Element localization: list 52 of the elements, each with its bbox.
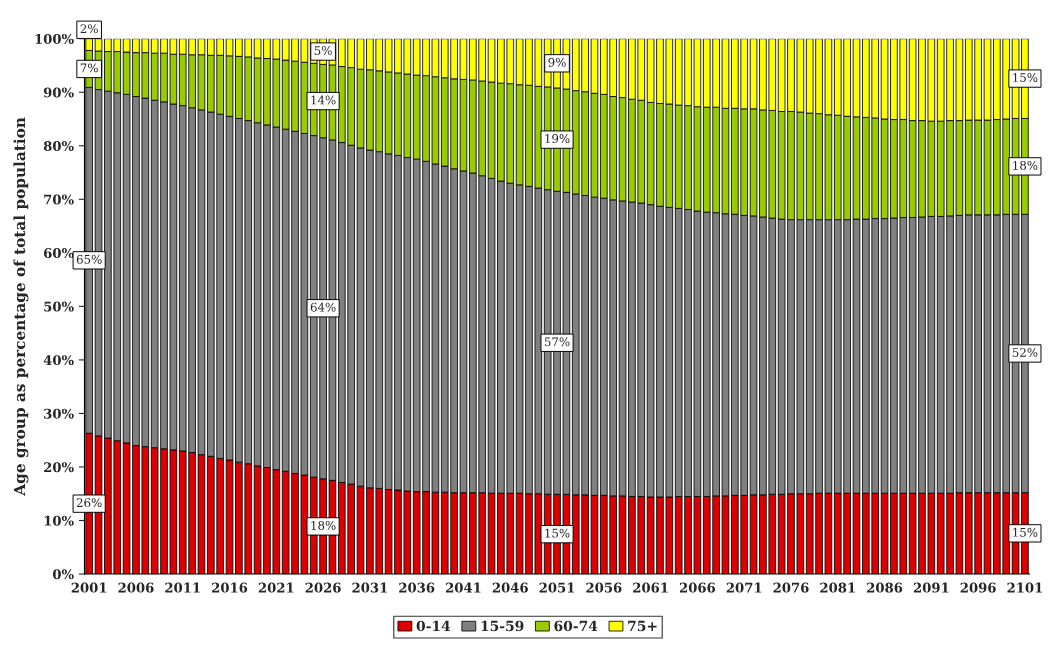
x-tick-label: 2011 [165, 582, 200, 593]
data-label: 19% [545, 134, 570, 144]
data-label: 15% [1013, 73, 1038, 83]
x-tick-label: 2036 [399, 582, 435, 593]
data-label: 18% [311, 520, 336, 530]
x-tick-label: 2026 [305, 582, 341, 593]
legend-label: 0-14 [416, 620, 451, 632]
y-axis-title: Age group as percentage of total population [13, 117, 29, 496]
data-label: 26% [76, 498, 102, 508]
data-label: 14% [311, 95, 336, 105]
y-tick-label: 80% [43, 140, 74, 151]
x-tick-label: 2086 [867, 582, 903, 593]
y-tick-label: 30% [44, 408, 74, 419]
data-label: 15% [1013, 527, 1038, 537]
x-tick-label: 2076 [773, 582, 809, 593]
x-tick-label: 2001 [71, 582, 107, 593]
y-tick-label: 10% [44, 515, 74, 526]
data-label: 7% [80, 63, 98, 73]
x-tick-label: 2041 [445, 582, 481, 593]
data-label: 57% [544, 337, 570, 347]
y-tick-label: 0% [52, 569, 74, 580]
data-label: 65% [76, 254, 102, 264]
data-label: 5% [314, 46, 332, 55]
y-tick-label: 40% [43, 355, 74, 366]
data-label: 15% [545, 528, 570, 538]
x-tick-label: 2016 [212, 582, 248, 593]
legend-label: 15-59 [481, 620, 524, 632]
x-tick-label: 2006 [118, 582, 154, 593]
y-tick-label: 100% [35, 33, 74, 44]
y-tick-label: 70% [44, 194, 74, 205]
y-tick-label: 50% [44, 301, 74, 312]
x-tick-label: 2096 [960, 582, 996, 593]
data-label: 52% [1012, 347, 1038, 357]
x-tick-label: 2051 [539, 582, 575, 593]
x-tick-label: 2071 [726, 582, 762, 593]
x-tick-label: 2101 [1007, 582, 1042, 593]
x-tick-label: 2081 [820, 582, 855, 593]
data-label: 9% [548, 57, 566, 67]
legend-label: 75+ [628, 620, 657, 632]
y-tick-label: 20% [44, 462, 74, 473]
x-tick-label: 2056 [586, 582, 622, 593]
x-tick-label: 2046 [492, 582, 528, 593]
y-tick-label: 90% [43, 87, 74, 98]
data-label: 18% [1013, 160, 1038, 170]
x-tick-label: 2061 [633, 582, 668, 593]
x-tick-label: 2091 [913, 582, 949, 593]
x-tick-label: 2021 [258, 582, 294, 593]
x-tick-label: 2031 [352, 582, 387, 593]
data-label: 64% [310, 302, 336, 312]
legend-label: 60-74 [554, 620, 598, 632]
data-label: 2% [80, 24, 98, 34]
x-tick-label: 2066 [679, 582, 716, 593]
